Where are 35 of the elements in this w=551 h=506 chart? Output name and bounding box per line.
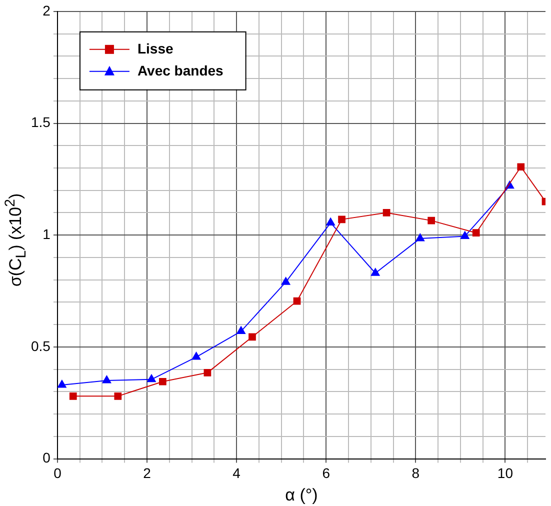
- point: [460, 231, 470, 239]
- point: [114, 392, 122, 400]
- point: [472, 229, 480, 237]
- point: [326, 218, 335, 226]
- x-axis-title: α (°): [285, 485, 318, 504]
- y-tick-label: 2: [42, 2, 51, 18]
- point: [293, 297, 301, 305]
- point: [58, 380, 66, 388]
- point: [370, 268, 380, 276]
- point: [236, 326, 246, 334]
- y-tick-label: 1.5: [30, 114, 51, 130]
- x-tick-label: 4: [232, 465, 241, 482]
- point: [428, 216, 436, 224]
- point: [382, 209, 390, 216]
- point: [192, 352, 201, 360]
- y-tick-label: 1: [42, 226, 51, 242]
- x-tick-label: 2: [143, 465, 152, 482]
- point: [416, 233, 425, 242]
- point: [159, 378, 166, 386]
- legend-label: Lisse: [137, 40, 174, 56]
- x-tick-label: 10: [497, 465, 514, 482]
- point: [204, 368, 212, 376]
- x-tick-label: 6: [322, 465, 330, 482]
- point: [338, 216, 346, 224]
- x-tick-label: 0: [54, 465, 62, 482]
- point: [248, 333, 256, 341]
- point: [147, 374, 156, 382]
- point: [69, 392, 77, 400]
- y-tick-label: 0.5: [30, 338, 51, 354]
- legend-label: Avec bandes: [137, 62, 224, 78]
- point: [102, 376, 112, 384]
- point: [281, 277, 290, 285]
- x-tick-label: 8: [412, 465, 420, 482]
- y-tick-label: 0: [42, 450, 51, 466]
- point: [517, 163, 525, 171]
